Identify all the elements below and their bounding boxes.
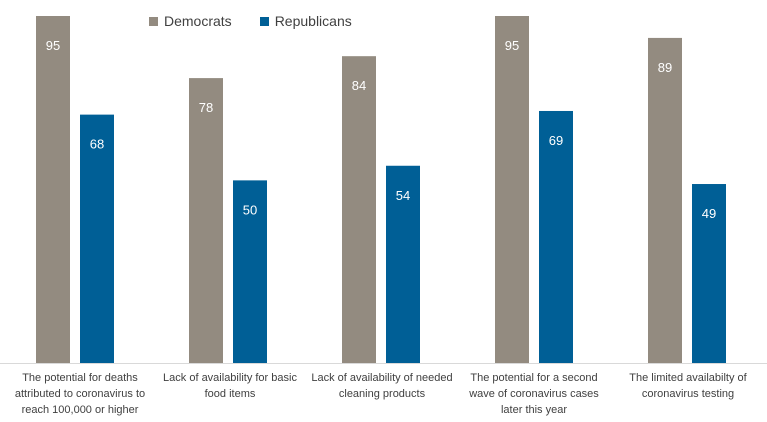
bar-republicans: [233, 180, 267, 363]
legend-swatch-republicans: [259, 16, 269, 26]
data-label-democrats: 78: [199, 100, 213, 115]
data-label-republicans: 49: [702, 206, 716, 221]
legend: Democrats Republicans: [149, 13, 352, 29]
bar-republicans: [80, 114, 114, 363]
category-label: Lack of availability for basic food item…: [163, 372, 297, 400]
data-label-republicans: 54: [396, 188, 410, 203]
bar-republicans: [692, 184, 726, 363]
data-label-democrats: 89: [658, 60, 672, 75]
data-label-republicans: 50: [243, 202, 257, 217]
data-label-democrats: 84: [352, 78, 366, 93]
legend-item-democrats: Democrats: [149, 13, 232, 29]
data-label-democrats: 95: [46, 38, 60, 53]
bar-republicans: [539, 110, 573, 364]
category-label: The potential for deaths attributed to c…: [14, 372, 146, 416]
legend-item-republicans: Republicans: [259, 13, 352, 29]
bar-democrats: [189, 78, 223, 364]
bar-democrats: [342, 56, 376, 363]
category-label: The potential for a second wave of coron…: [469, 372, 599, 416]
data-label-republicans: 68: [90, 137, 104, 152]
bar-democrats: [495, 16, 529, 363]
legend-swatch-democrats: [149, 16, 158, 26]
bar-democrats: [36, 16, 70, 363]
bar-republicans: [386, 165, 420, 363]
legend-label-republicans: Republicans: [274, 13, 352, 29]
category-label: Lack of availability of needed cleaning …: [311, 372, 453, 400]
category-label: The limited availabilty of coronavirus t…: [629, 372, 747, 400]
data-label-democrats: 95: [505, 38, 519, 53]
data-label-republicans: 69: [549, 133, 563, 148]
legend-label-democrats: Democrats: [164, 13, 232, 29]
bar-democrats: [648, 37, 682, 363]
